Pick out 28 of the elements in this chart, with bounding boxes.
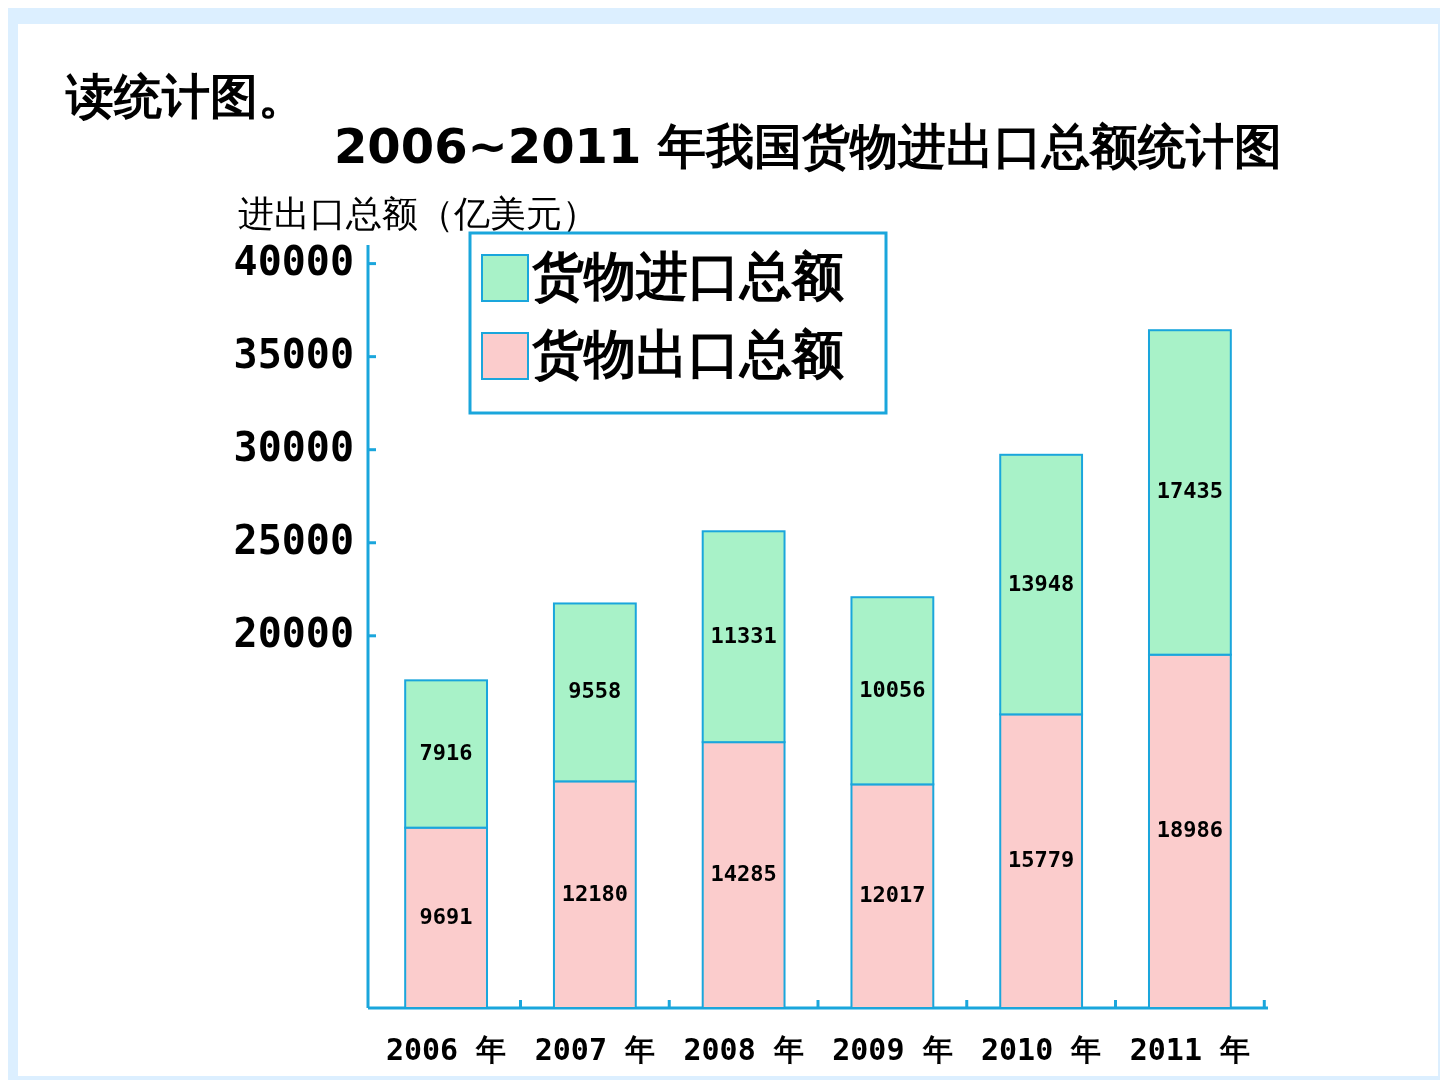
data-label: 14285 [710, 861, 777, 887]
data-label: 9691 [419, 903, 473, 929]
data-label: 15779 [1008, 847, 1075, 873]
y-tick-label: 30000 [233, 423, 354, 470]
x-tick-label: 2009 年 [832, 1032, 953, 1067]
data-label: 17435 [1156, 478, 1224, 504]
y-tick-label: 20000 [233, 609, 354, 656]
x-tick-label: 2011 年 [1129, 1032, 1251, 1067]
y-tick-label: 35000 [233, 330, 354, 377]
data-label: 18986 [1156, 817, 1224, 843]
x-tick-label: 2006 年 [385, 1032, 507, 1067]
data-label: 13948 [1008, 570, 1075, 596]
legend-label: 货物进口总额 [531, 246, 844, 306]
text: 读统计图。 [65, 68, 306, 124]
x-tick-label: 2008 年 [683, 1032, 804, 1067]
y-tick-label: 25000 [233, 516, 354, 563]
data-label: 12017 [859, 882, 926, 908]
x-tick-label: 2010 年 [980, 1032, 1102, 1067]
x-tick-label: 2007 年 [534, 1032, 656, 1067]
chart-title: 2006~2011 年我国货物进出口总额统计图 [333, 118, 1283, 174]
data-label: 12180 [561, 880, 628, 906]
y-tick-label: 40000 [233, 237, 354, 284]
legend-label: 货物出口总额 [531, 324, 844, 384]
data-label: 7916 [419, 740, 473, 765]
data-label: 10056 [859, 676, 926, 702]
data-label: 9558 [568, 678, 622, 704]
data-label: 11331 [710, 622, 777, 648]
y-axis-title: 进出口总额（亿美元） [238, 193, 598, 234]
